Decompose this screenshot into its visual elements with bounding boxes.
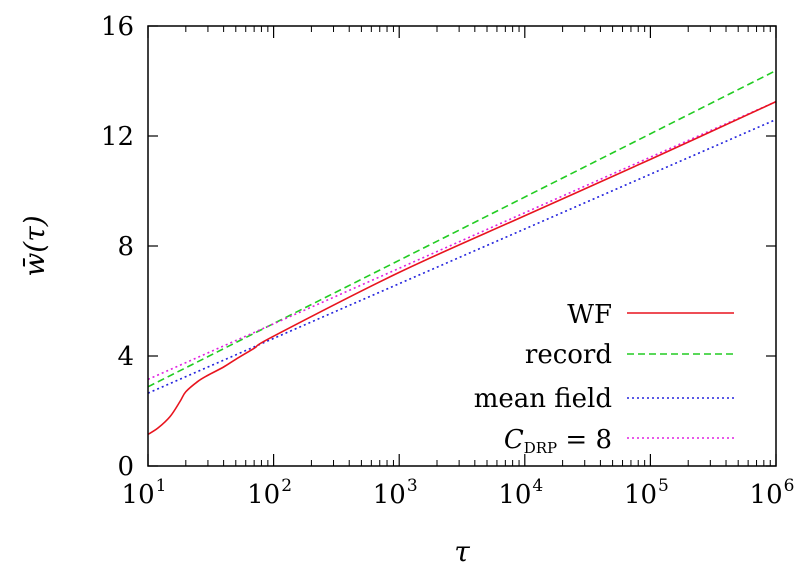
series-mean-field xyxy=(147,118,777,394)
y-tick-label: 12 xyxy=(101,122,134,152)
legend-label-c-drp: CDRP = 8 xyxy=(504,425,612,457)
x-tick-label: 104 xyxy=(498,476,543,510)
tick-layer xyxy=(147,25,777,467)
legend-label-mean-field: mean field xyxy=(474,384,612,414)
x-tick-label: 103 xyxy=(373,476,418,510)
series-wf xyxy=(147,100,777,436)
legend-c-suffix: = 8 xyxy=(557,425,612,455)
y-tick-label: 0 xyxy=(117,452,134,482)
series-record xyxy=(147,69,777,388)
x-axis-label: τ xyxy=(454,535,470,568)
x-tick-label: 102 xyxy=(247,476,292,510)
plot-frame xyxy=(147,25,777,467)
legend-c-main: C xyxy=(504,425,524,455)
legend: WF record mean field CDRP = 8 xyxy=(474,300,734,457)
y-tick-label: 8 xyxy=(117,232,134,262)
legend-label-record: record xyxy=(525,340,612,370)
x-tick-label: 106 xyxy=(750,476,795,510)
y-tick-label: 4 xyxy=(117,342,134,372)
y-tick-label: 16 xyxy=(101,12,134,42)
y-axis-label: w̄(τ) xyxy=(18,215,51,276)
legend-c-sub: DRP xyxy=(524,439,557,457)
legend-label-wf: WF xyxy=(567,300,612,330)
x-tick-label: 105 xyxy=(624,476,669,510)
tick-label-layer: 0 4 8 12 16 101 102 103 104 105 106 xyxy=(101,12,795,510)
x-tick-label: 101 xyxy=(122,476,167,510)
series-c-drp xyxy=(147,100,777,381)
series-layer xyxy=(147,69,777,436)
